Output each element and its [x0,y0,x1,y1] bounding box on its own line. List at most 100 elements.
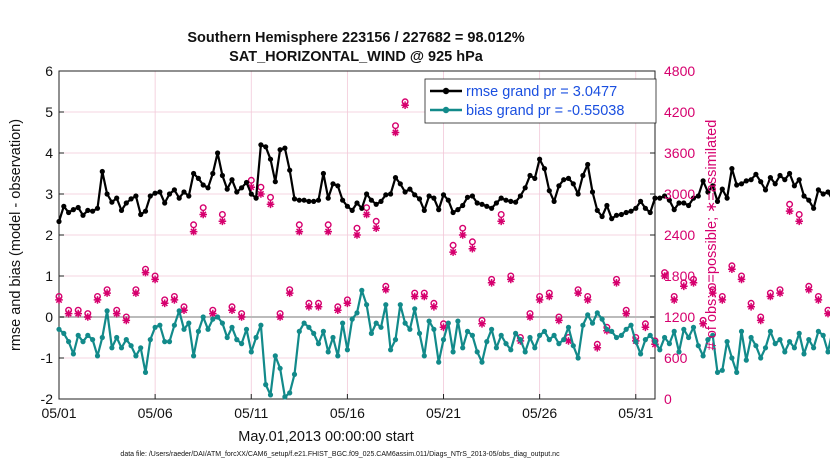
bias-point [426,318,432,324]
bias-point [604,326,610,332]
bias-point [243,326,250,332]
obs-assimilated-point [545,292,554,301]
bias-point [104,308,110,314]
obs-assimilated-point [805,285,813,294]
legend-rmse-marker [442,87,450,95]
y2-tick-label: 3000 [664,186,695,202]
obs-assimilated-point [276,313,284,321]
obs-assimilated-point [756,316,765,325]
rmse-point [522,185,528,191]
bias-point [383,302,389,308]
rmse-point [561,177,567,183]
rmse-point [743,178,749,184]
rmse-point [599,213,605,220]
rmse-point [397,181,403,187]
bias-point [561,337,567,343]
obs-assimilated-point [535,296,544,304]
rmse-point [99,168,105,175]
bias-point [489,326,495,332]
obs-assimilated-point [324,227,332,236]
y-tick-label: 1 [45,268,53,284]
bias-point [570,343,576,349]
rmse-point [724,195,730,201]
bias-point [628,322,634,328]
bias-point [791,345,798,351]
rmse-point [738,181,745,187]
obs-possible-point [392,122,400,130]
rmse-point [359,205,365,211]
bias-point [412,306,418,312]
obs-assimilated-point [55,296,63,304]
bias-point [613,334,620,341]
rmse-point [695,193,701,199]
bias-point [748,334,754,341]
obs-assimilated-point [689,279,698,287]
rmse-point [589,189,596,195]
rmse-point [484,203,490,209]
bias-point [114,334,120,341]
y2-tick-label: 1800 [664,268,695,284]
bias-point [599,316,605,322]
rmse-point [205,185,211,191]
rmse-point [70,207,76,213]
rmse-point [681,200,687,206]
rmse-point [215,150,221,156]
obs-assimilated-point [555,316,563,325]
bias-point [493,345,499,351]
bias-point [695,343,701,349]
bias-point [340,320,346,326]
obs-possible-point [449,241,457,249]
obs-assimilated-point [209,309,217,318]
bias-point [392,337,399,343]
y2-tick-label: 4800 [664,63,695,79]
rmse-point [700,178,706,184]
rmse-point [585,161,591,168]
bias-point [118,345,125,351]
rmse-point [388,191,394,197]
rmse-point [258,142,264,148]
rmse-point [517,193,524,199]
bias-point [455,318,461,324]
obs-assimilated-point [295,227,304,236]
bias-point [128,343,134,349]
rmse-point [753,171,759,177]
obs-assimilated-point [228,306,236,314]
obs-assimilated-point [305,302,313,311]
bias-point [609,328,615,334]
obs-assimilated-point [266,200,275,209]
rmse-point [133,193,139,199]
obs-assimilated-point [651,340,659,349]
bias-point [762,345,769,351]
obs-possible-point [247,176,255,184]
rmse-point [825,189,830,195]
rmse-point [373,201,379,207]
bias-point [662,334,668,341]
rmse-point [330,181,336,187]
bias-point [56,326,62,332]
rmse-point [652,195,658,201]
rmse-point [383,192,389,198]
obs-assimilated-point [766,292,775,301]
bias-point [594,310,600,316]
obs-possible-point [353,224,361,232]
rmse-point [267,156,274,162]
bias-point [330,334,336,341]
bias-point [556,341,562,347]
obs-possible-point [324,221,332,229]
bias-point [657,347,663,353]
rmse-point [777,172,783,179]
obs-assimilated-point [151,275,159,284]
data-file-footnote: data file: /Users/raeder/DAI/ATM_forcXX/… [120,451,560,458]
obs-possible-point [795,210,803,218]
y2-tick-label: 0 [664,391,672,407]
rmse-point [344,203,350,209]
obs-assimilated-point [507,275,515,284]
bias-point [532,345,538,351]
bias-point [215,314,221,320]
rmse-point [638,198,644,204]
rmse-point [354,200,360,206]
y-axis-ticks: -2 -1 0 1 2 3 4 5 6 [41,63,64,407]
bias-point [647,332,653,338]
rmse-point [176,195,182,201]
